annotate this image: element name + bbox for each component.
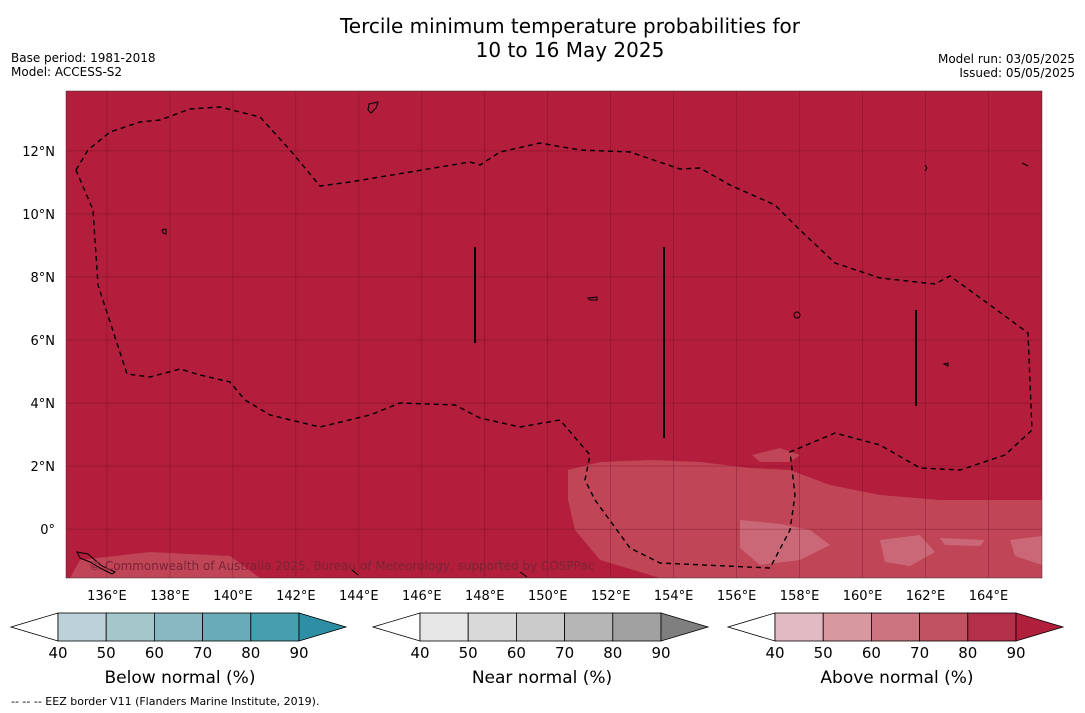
y-tick-label: 8°N bbox=[31, 271, 56, 286]
copyright-notice: © Commonwealth of Australia 2025, Bureau… bbox=[89, 559, 594, 573]
colorbar-segment bbox=[870, 612, 920, 642]
colorbar-segment bbox=[515, 612, 565, 642]
colorbar-tick-label: 70 bbox=[555, 644, 574, 662]
colorbar-tick-label: 80 bbox=[241, 644, 260, 662]
colorbar-extend-high bbox=[1015, 612, 1065, 642]
island-chains bbox=[474, 247, 917, 438]
x-tick-label: 140°E bbox=[213, 589, 253, 604]
colorbar-tick-label: 90 bbox=[651, 644, 670, 662]
y-tick-label: 12°N bbox=[22, 145, 55, 160]
colorbar-tick-label: 60 bbox=[145, 644, 164, 662]
colorbar-extend-high bbox=[298, 612, 348, 642]
colorbar-extend-low bbox=[372, 612, 421, 642]
colorbar-tick-label: 40 bbox=[48, 644, 67, 662]
y-tick-label: 6°N bbox=[31, 334, 56, 349]
colorbar-segment bbox=[822, 612, 872, 642]
colorbar-segment bbox=[153, 612, 203, 642]
colorbar-tick-label: 90 bbox=[289, 644, 308, 662]
colorbar-segment bbox=[919, 612, 969, 642]
probability-region-70b bbox=[880, 535, 935, 566]
x-tick-label: 146°E bbox=[402, 589, 442, 604]
colorbar-segment bbox=[105, 612, 155, 642]
probability-region-top-right bbox=[950, 505, 1042, 528]
x-tick-label: 136°E bbox=[87, 589, 127, 604]
near-normal-colorbar: 40 50 60 70 80 90 Near normal (%) bbox=[372, 612, 712, 692]
x-tick-label: 138°E bbox=[150, 589, 190, 604]
colorbar-extend-high bbox=[660, 612, 710, 642]
x-tick-label: 142°E bbox=[276, 589, 316, 604]
above-normal-colorbar: 40 50 60 70 80 90 Above normal (%) bbox=[727, 612, 1067, 692]
near-normal-label: Near normal (%) bbox=[471, 668, 613, 688]
colorbar-segment bbox=[250, 612, 300, 642]
probability-region-70c bbox=[940, 538, 985, 546]
colorbar-tick-label: 90 bbox=[1006, 644, 1025, 662]
x-tick-label: 162°E bbox=[906, 589, 946, 604]
above-normal-label: Above normal (%) bbox=[820, 668, 974, 688]
x-tick-label: 164°E bbox=[969, 589, 1009, 604]
colorbar-segment bbox=[419, 612, 469, 642]
title-line-2: 10 to 16 May 2025 bbox=[475, 38, 665, 62]
colorbar-tick-label: 60 bbox=[862, 644, 881, 662]
colorbar-extend-low bbox=[727, 612, 776, 642]
x-tick-label: 154°E bbox=[654, 589, 694, 604]
meta-left: Base period: 1981-2018 Model: ACCESS-S2 bbox=[11, 51, 156, 79]
coastlines bbox=[76, 101, 1029, 578]
eez-footer: -- -- -- EEZ border V11 (Flanders Marine… bbox=[11, 695, 320, 708]
model-name: Model: ACCESS-S2 bbox=[11, 65, 123, 79]
x-tick-label: 148°E bbox=[465, 589, 505, 604]
x-tick-label: 150°E bbox=[528, 589, 568, 604]
map-frame bbox=[65, 90, 1043, 579]
colorbar-segment bbox=[967, 612, 1017, 642]
colorbar-segment bbox=[774, 612, 824, 642]
colorbar-segment bbox=[57, 612, 107, 642]
base-period: Base period: 1981-2018 bbox=[11, 51, 156, 65]
colorbar-tick-label: 80 bbox=[958, 644, 977, 662]
y-tick-label: 2°N bbox=[31, 460, 56, 475]
colorbar-segment bbox=[202, 612, 252, 642]
x-tick-label: 152°E bbox=[591, 589, 631, 604]
x-tick-label: 144°E bbox=[339, 589, 379, 604]
colorbar-segment bbox=[467, 612, 517, 642]
y-tick-label: 10°N bbox=[22, 208, 55, 223]
colorbar-extend-low bbox=[10, 612, 59, 642]
below-normal-label: Below normal (%) bbox=[104, 668, 256, 688]
colorbar-tick-label: 50 bbox=[459, 644, 478, 662]
probability-region-west bbox=[70, 552, 260, 578]
colorbar-tick-label: 50 bbox=[814, 644, 833, 662]
colorbar-segment bbox=[612, 612, 662, 642]
colorbar-tick-label: 40 bbox=[410, 644, 429, 662]
graticule bbox=[66, 91, 1042, 578]
eez-boundary bbox=[75, 106, 1033, 569]
x-tick-labels: 136°E 138°E 140°E 142°E 144°E 146°E 148°E 150°E… bbox=[87, 589, 1008, 604]
issued-date: Issued: 05/05/2025 bbox=[959, 66, 1075, 80]
meta-right: Model run: 03/05/2025 Issued: 05/05/2025 bbox=[938, 52, 1075, 80]
colorbar-tick-label: 50 bbox=[97, 644, 116, 662]
probability-map[interactable]: © Commonwealth of Australia 2025, Bureau… bbox=[0, 0, 1085, 610]
probability-region-70 bbox=[740, 520, 830, 565]
x-tick-label: 158°E bbox=[780, 589, 820, 604]
colorbar-tick-label: 80 bbox=[603, 644, 622, 662]
y-tick-labels: 12°N 10°N 8°N 6°N 4°N 2°N 0° bbox=[22, 145, 55, 538]
map-title: Tercile minimum temperature probabilitie… bbox=[0, 14, 1085, 62]
probability-region-70d bbox=[1010, 536, 1042, 565]
colorbar-tick-label: 70 bbox=[910, 644, 929, 662]
y-tick-label: 0° bbox=[40, 523, 55, 538]
title-line-1: Tercile minimum temperature probabilitie… bbox=[339, 14, 801, 38]
colorbar-tick-label: 40 bbox=[765, 644, 784, 662]
colorbar-tick-label: 70 bbox=[193, 644, 212, 662]
below-normal-colorbar: 40 50 60 70 80 90 Below normal (%) bbox=[10, 612, 350, 692]
y-tick-label: 4°N bbox=[31, 397, 56, 412]
x-tick-label: 156°E bbox=[717, 589, 757, 604]
model-run: Model run: 03/05/2025 bbox=[937, 52, 1075, 66]
colorbar-tick-label: 60 bbox=[507, 644, 526, 662]
colorbar-segment bbox=[564, 612, 614, 642]
x-tick-label: 160°E bbox=[843, 589, 883, 604]
probability-region-80-small bbox=[752, 448, 800, 462]
